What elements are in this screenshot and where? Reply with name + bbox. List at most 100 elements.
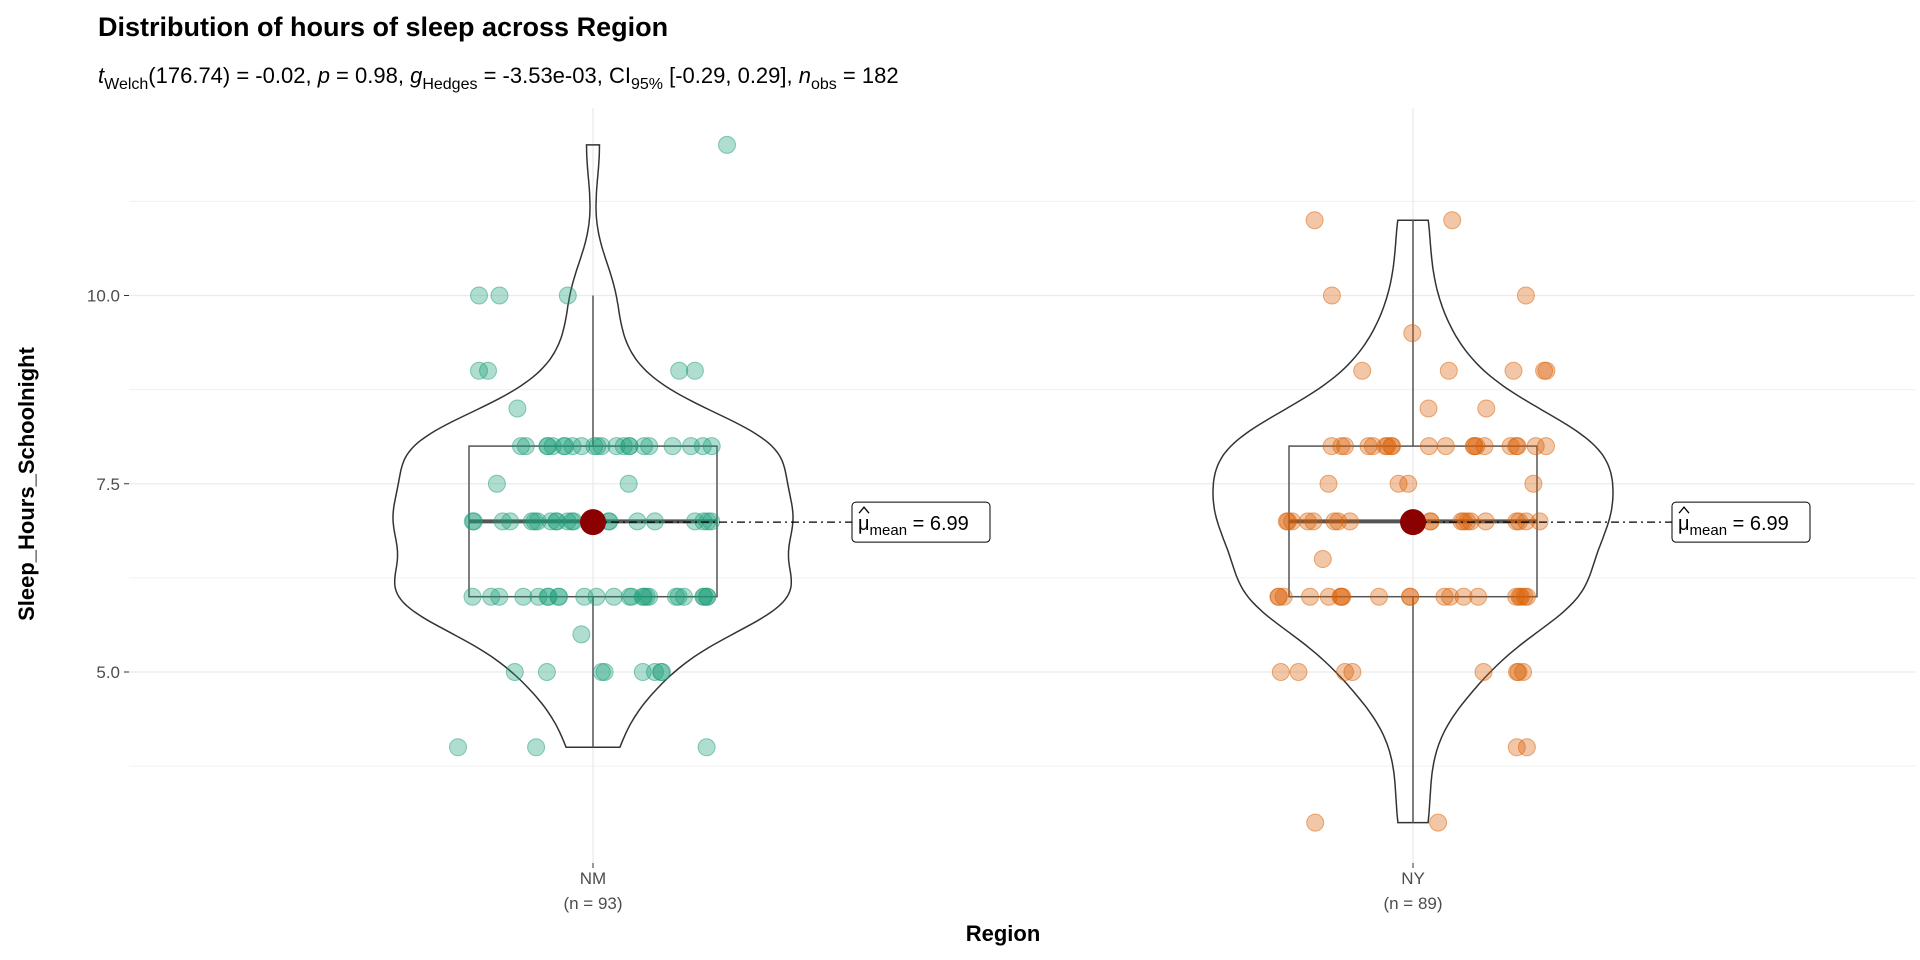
data-point	[718, 135, 736, 154]
data-point	[547, 512, 566, 531]
data-point	[554, 437, 573, 456]
data-point	[1530, 512, 1549, 531]
data-point	[628, 512, 647, 531]
data-point	[1383, 437, 1402, 456]
data-point	[1322, 437, 1341, 456]
data-point	[543, 437, 562, 456]
data-point	[1512, 587, 1530, 606]
data-point	[470, 361, 488, 380]
data-point	[529, 587, 548, 606]
data-point	[595, 663, 614, 681]
data-point	[1305, 211, 1324, 230]
violin	[392, 144, 794, 749]
data-point	[490, 286, 509, 305]
mean-label: μmean = 6.99	[858, 513, 969, 539]
data-point	[607, 437, 626, 456]
x-axis: NM (n = 93) NY (n = 89)	[563, 863, 1443, 913]
data-point	[490, 587, 509, 606]
data-point	[1319, 587, 1338, 606]
data-point	[1441, 587, 1459, 606]
data-point	[501, 512, 520, 531]
mean-label-box	[1671, 501, 1811, 543]
data-point	[1537, 437, 1555, 456]
data-point	[1504, 361, 1523, 380]
data-point	[463, 587, 482, 606]
y-tick-label: 7.5	[96, 475, 120, 494]
x-tick-n-label: (n = 93)	[563, 894, 622, 913]
data-point	[537, 663, 556, 681]
data-point	[1332, 437, 1351, 456]
data-point	[1298, 512, 1317, 531]
data-point	[1508, 663, 1526, 681]
data-point	[558, 286, 577, 305]
data-point	[1332, 587, 1351, 606]
data-point	[1304, 512, 1323, 531]
data-point	[1461, 512, 1480, 531]
data-point	[514, 587, 533, 606]
data-point	[585, 437, 604, 456]
data-point	[525, 512, 544, 531]
mean-label-box	[851, 501, 991, 543]
data-point	[1370, 587, 1388, 606]
data-point	[670, 361, 689, 380]
data-point	[1363, 437, 1382, 456]
data-point	[1419, 399, 1438, 418]
data-point	[1271, 663, 1290, 681]
groups: μmean = 6.99 μmean = 6.99	[392, 135, 1811, 832]
data-point	[702, 437, 721, 456]
data-point	[575, 587, 594, 606]
data-point	[1325, 512, 1344, 531]
data-point	[1353, 361, 1372, 380]
data-point	[508, 399, 527, 418]
x-tick-n-label: (n = 89)	[1383, 894, 1442, 913]
data-point	[1343, 663, 1362, 681]
data-point	[622, 587, 641, 606]
data-point	[685, 361, 704, 380]
data-point	[1289, 663, 1308, 681]
data-point	[620, 437, 639, 456]
data-point	[1403, 324, 1422, 343]
data-point	[1283, 512, 1302, 531]
data-point	[1429, 813, 1448, 832]
data-point	[1319, 474, 1338, 493]
data-point	[635, 437, 653, 456]
data-point	[697, 738, 716, 757]
data-point	[1399, 474, 1418, 493]
data-point	[675, 587, 693, 606]
data-point	[1269, 587, 1288, 606]
data-point	[1322, 286, 1341, 305]
data-point	[682, 437, 700, 456]
data-point	[1517, 738, 1536, 757]
data-point	[1439, 361, 1458, 380]
hat-accent-icon	[1678, 506, 1690, 514]
data-point	[1378, 437, 1397, 456]
data-point	[493, 512, 512, 531]
data-point	[1274, 587, 1293, 606]
data-point	[663, 437, 682, 456]
chart-title: Distribution of hours of sleep across Re…	[98, 12, 668, 42]
data-point	[1301, 587, 1319, 606]
data-point	[619, 474, 638, 493]
data-point	[527, 738, 546, 757]
x-axis-title: Region	[966, 921, 1041, 946]
data-point	[652, 663, 671, 681]
data-point	[1537, 361, 1556, 380]
mean-label: μmean = 6.99	[1678, 513, 1789, 539]
data-point	[549, 587, 568, 606]
data-point	[640, 437, 659, 456]
violin	[1212, 219, 1614, 824]
data-point	[1507, 512, 1526, 531]
data-point	[1501, 437, 1520, 456]
data-point	[633, 663, 652, 681]
data-point	[592, 437, 611, 456]
data-point	[1359, 437, 1378, 456]
data-point	[1436, 437, 1455, 456]
data-point	[614, 437, 633, 456]
data-point	[1477, 399, 1496, 418]
data-point	[463, 512, 482, 531]
data-point	[512, 437, 530, 456]
hat-accent-icon	[858, 506, 870, 514]
data-point	[1474, 663, 1493, 681]
data-point	[1454, 587, 1473, 606]
data-point	[572, 625, 591, 644]
